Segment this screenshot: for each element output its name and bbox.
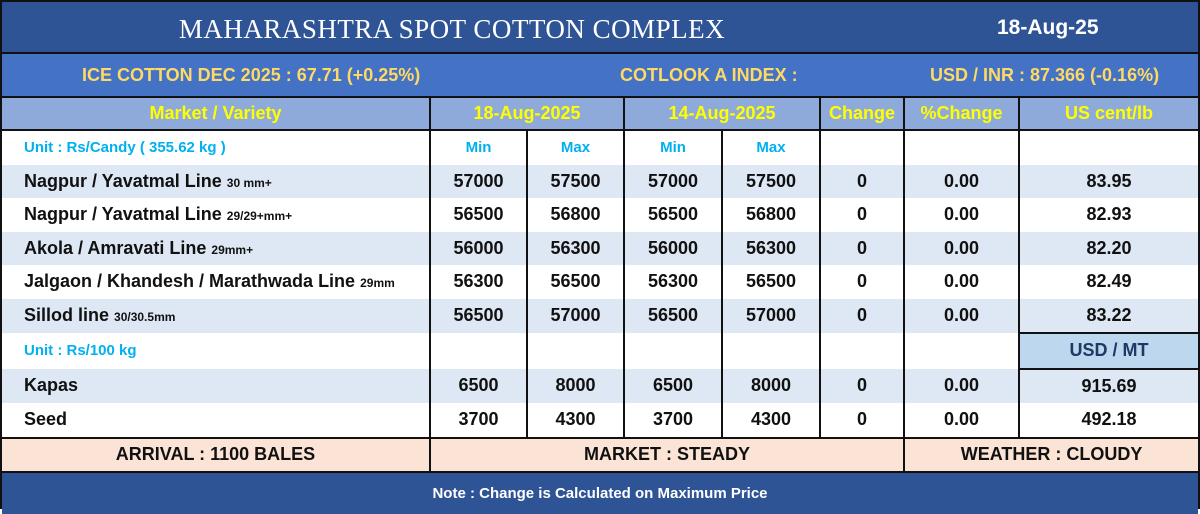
max-label: Max: [525, 130, 625, 165]
cell-pct: 0.00: [903, 164, 1020, 198]
cell-change: 0: [819, 298, 905, 333]
min-label: Min: [429, 130, 527, 165]
title-bar: MAHARASHTRA SPOT COTTON COMPLEX 18-Aug-2…: [2, 2, 1198, 54]
cell-min2: 57000: [623, 164, 723, 198]
report-date: 18-Aug-25: [997, 16, 1099, 39]
cell-max1: 57500: [525, 164, 625, 198]
header-pct-change: %Change: [903, 98, 1020, 131]
cell-usd: 915.69: [1018, 368, 1199, 403]
min-label: Min: [623, 130, 723, 165]
usd-inr-quote: USD / INR : 87.366 (-0.16%): [930, 65, 1160, 85]
cell-min1: 56300: [429, 265, 527, 299]
variety-name: Sillod line 30/30.5mm: [2, 298, 430, 333]
ice-cotton-quote: ICE COTTON DEC 2025 : 67.71 (+0.25%): [82, 65, 421, 85]
cell-usd: 492.18: [1018, 403, 1199, 438]
cell-min2: 56500: [623, 198, 723, 232]
cell-max2: 57000: [721, 298, 821, 333]
cell-max2: 8000: [721, 368, 821, 403]
header-us-cent: US cent/lb: [1018, 98, 1199, 131]
cell-min2: 3700: [623, 403, 723, 438]
max-label: Max: [721, 130, 821, 165]
header-market: Market / Variety: [2, 98, 430, 131]
cell-max1: 56800: [525, 198, 625, 232]
table-row: Nagpur / Yavatmal Line 29/29+mm+ 56500 568…: [2, 198, 1199, 232]
table-row: Nagpur / Yavatmal Line 30 mm+ 57000 57500 5…: [2, 164, 1199, 198]
cell-max1: 56300: [525, 231, 625, 265]
cell-min1: 56000: [429, 231, 527, 265]
footer-row: ARRIVAL : 1100 BALES MARKET : STEADY WEA…: [2, 436, 1199, 473]
cell-usd: 82.20: [1018, 231, 1199, 265]
cell-max2: 56500: [721, 265, 821, 299]
cell-min2: 56500: [623, 298, 723, 333]
cell-change: 0: [819, 265, 905, 299]
variety-name: Nagpur / Yavatmal Line 30 mm+: [2, 164, 430, 198]
cell-min1: 3700: [429, 403, 527, 438]
variety-spec: 30/30.5mm: [114, 310, 176, 325]
cell-pct: 0.00: [903, 403, 1020, 438]
cotlook-index: COTLOOK A INDEX :: [620, 65, 798, 85]
cell-max1: 57000: [525, 298, 625, 333]
cell-min2: 56300: [623, 265, 723, 299]
variety-name: Akola / Amravati Line 29mm+: [2, 231, 430, 265]
cell-usd: 83.22: [1018, 298, 1199, 333]
report-title: MAHARASHTRA SPOT COTTON COMPLEX: [178, 14, 726, 44]
unit-row: Unit : Rs/Candy ( 355.62 kg ) Min Max Mi…: [2, 130, 1199, 165]
unit-100kg: Unit : Rs/100 kg: [2, 333, 430, 369]
cell-max2: 4300: [721, 403, 821, 438]
cell-min1: 56500: [429, 198, 527, 232]
cell-change: 0: [819, 164, 905, 198]
cell-max2: 56300: [721, 231, 821, 265]
usd-mt-label: USD / MT: [1018, 332, 1199, 370]
table-row: Jalgaon / Khandesh / Marathwada Line 29m…: [2, 265, 1199, 299]
weather-status: WEATHER : CLOUDY: [903, 436, 1199, 473]
cell-change: 0: [819, 403, 905, 438]
cell-max2: 57500: [721, 164, 821, 198]
unit-candy: Unit : Rs/Candy ( 355.62 kg ): [2, 130, 430, 165]
cell-usd: 82.49: [1018, 265, 1199, 299]
cell-change: 0: [819, 198, 905, 232]
cell-change: 0: [819, 368, 905, 403]
cell-max2: 56800: [721, 198, 821, 232]
cell-max1: 4300: [525, 403, 625, 438]
note: Note : Change is Calculated on Maximum P…: [2, 472, 1198, 514]
variety-name: Jalgaon / Khandesh / Marathwada Line 29m…: [2, 265, 430, 299]
cell-change: 0: [819, 231, 905, 265]
market-status: MARKET : STEADY: [428, 436, 905, 473]
unit-row-100kg: Unit : Rs/100 kg USD / MT: [2, 332, 1199, 370]
variety-name: Nagpur / Yavatmal Line 29/29+mm+: [2, 198, 430, 232]
cell-usd: 82.93: [1018, 198, 1199, 232]
cell-min2: 6500: [623, 368, 723, 403]
cell-min1: 57000: [429, 164, 527, 198]
cell-pct: 0.00: [903, 298, 1020, 333]
variety-spec: 30 mm+: [226, 175, 272, 190]
cell-pct: 0.00: [903, 198, 1020, 232]
header-row: Market / Variety 18-Aug-2025 14-Aug-2025…: [2, 98, 1199, 131]
arrival-status: ARRIVAL : 1100 BALES: [2, 436, 430, 473]
table-row: Sillod line 30/30.5mm 56500 57000 56500 5700…: [2, 298, 1199, 333]
cell-min2: 56000: [623, 231, 723, 265]
header-date-previous: 14-Aug-2025: [623, 98, 821, 131]
cell-min1: 56500: [429, 298, 527, 333]
cell-max1: 8000: [525, 368, 625, 403]
variety-spec: 29mm: [360, 276, 395, 291]
cell-pct: 0.00: [903, 368, 1020, 403]
cell-min1: 6500: [429, 368, 527, 403]
cell-max1: 56500: [525, 265, 625, 299]
variety-name: Kapas: [2, 368, 430, 403]
cell-pct: 0.00: [903, 265, 1020, 299]
variety-spec: 29/29+mm+: [226, 209, 293, 224]
price-table: Market / Variety 18-Aug-2025 14-Aug-2025…: [2, 98, 1199, 473]
table-row: Seed 3700 4300 3700 4300 0 0.00 492.18: [2, 403, 1199, 438]
variety-name: Seed: [2, 403, 430, 438]
variety-spec: 29mm+: [211, 242, 254, 257]
header-change: Change: [819, 98, 905, 131]
table-row: Akola / Amravati Line 29mm+ 56000 56300 560…: [2, 231, 1199, 265]
cell-usd: 83.95: [1018, 164, 1199, 198]
ticker-bar: ICE COTTON DEC 2025 : 67.71 (+0.25%) COT…: [2, 54, 1198, 98]
cell-pct: 0.00: [903, 231, 1020, 265]
table-row: Kapas 6500 8000 6500 8000 0 0.00 915.69: [2, 368, 1199, 403]
header-date-current: 18-Aug-2025: [428, 98, 625, 131]
